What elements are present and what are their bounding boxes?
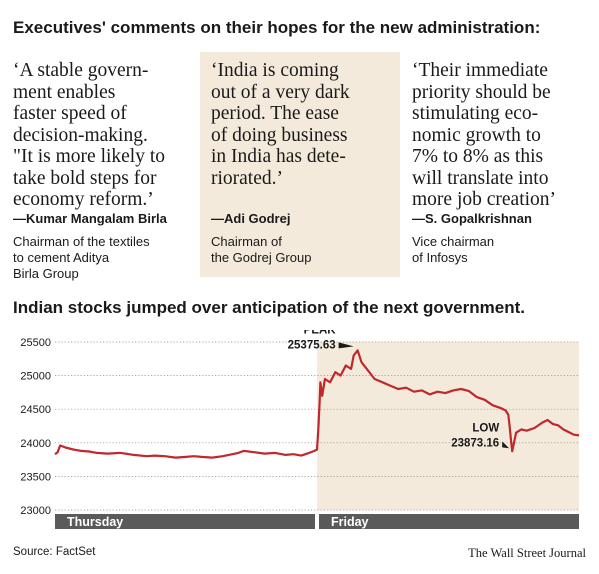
peak-value: 25375.63	[288, 339, 336, 351]
quote-text: ‘Their immediate priority should be stim…	[412, 60, 557, 210]
quote-column-2: ‘India is coming out of a very dark peri…	[211, 60, 396, 189]
quotes-heading: Executives' comments on their hopes for …	[13, 18, 541, 37]
quote-text: ‘India is coming out of a very dark peri…	[211, 60, 350, 189]
y-tick-label: 23000	[20, 505, 51, 517]
quote-role: Chairman of the textiles to cement Adity…	[13, 234, 150, 281]
low-label: LOW	[472, 422, 499, 434]
x-category-label: Friday	[331, 515, 369, 529]
publisher-credit: The Wall Street Journal	[468, 546, 586, 560]
peak-pointer	[338, 342, 354, 349]
day-bar-thursday	[55, 514, 315, 529]
x-axis-day-bar: Thursday Friday	[55, 514, 579, 529]
x-category-label: Thursday	[67, 515, 123, 529]
y-tick-label: 25000	[20, 371, 51, 383]
stock-line-chart: 23000 23500 24000 24500 25000 25500 PEAK 25375…	[20, 330, 580, 529]
quote-attribution: —Kumar Mangalam Birla	[13, 211, 167, 226]
y-tick-label: 24000	[20, 438, 51, 450]
peak-label: PEAK	[304, 330, 337, 336]
day-bar-friday	[319, 514, 579, 529]
quote-attribution: —S. Gopalkrishnan	[412, 211, 532, 226]
quote-column-1: ‘A stable govern- ment enables faster sp…	[13, 60, 198, 211]
quote-panel-shade	[200, 52, 400, 277]
low-value: 23873.16	[451, 437, 499, 449]
y-tick-label: 24500	[20, 404, 51, 416]
y-axis-tick-labels: 23000 23500 24000 24500 25000 25500	[20, 337, 51, 517]
y-tick-label: 23500	[20, 471, 51, 483]
low-pointer	[502, 441, 510, 449]
plot-background	[317, 342, 579, 510]
quote-attribution: —Adi Godrej	[211, 211, 291, 226]
source-note: Source: FactSet	[13, 546, 96, 558]
quote-column-3: ‘Their immediate priority should be stim…	[412, 60, 597, 211]
index-line	[54, 349, 580, 459]
y-tick-label: 25500	[20, 337, 51, 349]
chart-heading: Indian stocks jumped over anticipation o…	[13, 298, 525, 317]
index-series-line	[54, 349, 580, 459]
quote-text: ‘A stable govern- ment enables faster sp…	[13, 60, 166, 210]
quote-role: Chairman of the Godrej Group	[211, 234, 312, 265]
annotations: PEAK 25375.63 LOW 23873.16	[288, 330, 510, 449]
gridlines	[55, 341, 579, 511]
quote-role: Vice chairman of Infosys	[412, 234, 495, 265]
friday-shade	[317, 342, 579, 510]
